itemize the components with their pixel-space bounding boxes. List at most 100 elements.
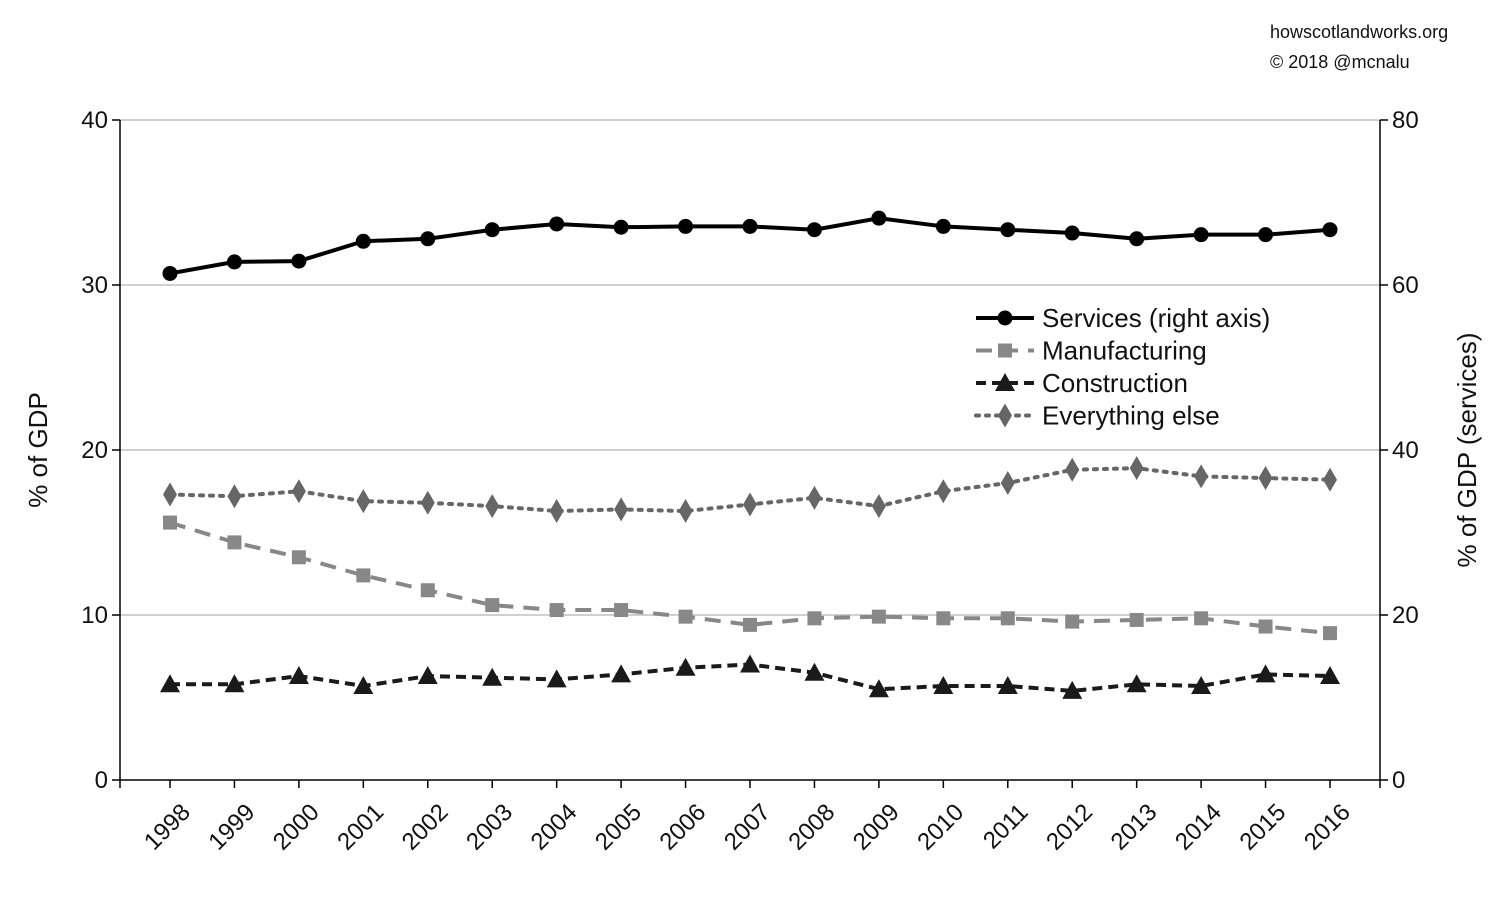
data-point [1065,457,1080,482]
data-point [291,550,306,565]
data-point [549,499,564,524]
data-point [1258,619,1273,634]
x-tick-label: 2007 [719,799,776,856]
data-point [935,218,951,234]
data-point [1194,611,1209,626]
gridlines [120,119,1380,616]
data-point [1322,222,1338,238]
data-point [227,535,242,550]
data-point [420,490,435,515]
data-point [1255,664,1276,683]
data-point [997,675,1018,694]
credit-copyright: © 2018 @mcnalu [1270,52,1410,72]
data-point [1065,614,1080,629]
data-point [160,674,180,693]
data-point [743,492,757,517]
data-point [163,515,177,530]
series-1 [163,515,1337,641]
legend-marker [998,403,1012,428]
x-tick-label: 2005 [590,799,647,856]
y-axis-title-right: % of GDP (services) [1452,332,1482,567]
data-point [1000,611,1015,626]
data-point [678,218,694,234]
data-point [163,482,177,507]
y-tick-label-right: 0 [1392,767,1405,794]
series-3 [163,456,1337,524]
data-point [1258,466,1273,491]
data-point [356,489,371,514]
y-tick-label-left: 30 [81,272,108,299]
x-tick-label: 2014 [1170,799,1227,856]
x-tick-label: 2003 [461,799,518,856]
x-tick-label: 2006 [655,799,712,856]
legend-label: Construction [1042,368,1188,398]
data-point [1126,674,1147,693]
data-point [546,669,567,688]
data-point [1258,227,1274,243]
data-point [549,216,565,232]
data-point [868,679,889,698]
x-tick-label: 2004 [526,799,583,856]
data-point [611,664,632,683]
data-point [353,675,374,694]
data-point [1062,680,1083,699]
data-point [288,666,309,685]
data-point [613,219,629,235]
data-point [678,609,693,624]
credit-site: howscotlandworks.org [1270,22,1449,42]
data-point [355,233,371,249]
data-point [807,611,822,626]
series-group [160,210,1340,699]
data-point [291,253,307,269]
legend-label: Everything else [1042,401,1220,431]
y-tick-label-right: 80 [1392,107,1419,134]
data-point [614,603,629,618]
data-point [1129,456,1144,481]
data-point [1129,231,1145,247]
y-tick-label-left: 20 [81,437,108,464]
data-point [1320,666,1340,685]
x-tick-label: 2012 [1041,799,1098,856]
data-point [1129,612,1144,627]
data-point [807,485,822,510]
data-point [484,222,500,238]
data-point [1193,227,1209,243]
data-point [614,497,629,522]
data-point [420,583,435,598]
x-tick-label: 2001 [332,799,389,856]
data-point [1323,467,1337,492]
legend-item: Construction [976,368,1188,398]
data-point [743,617,757,632]
x-tick-label: 2016 [1299,799,1356,856]
data-point [1191,675,1212,694]
legend-item: Everything else [974,401,1220,431]
legend: Services (right axis)ManufacturingConstr… [974,303,1270,431]
data-point [871,609,886,624]
data-point [675,657,696,676]
data-point [1000,471,1015,495]
data-point [417,666,438,685]
right-axis-ticks: 0 20 40 60 80 [1380,107,1419,794]
y-tick-label-right: 40 [1392,437,1419,464]
data-point [678,499,693,524]
y-tick-label-right: 60 [1392,272,1419,299]
x-tick-label: 2002 [397,799,454,856]
data-point [356,568,371,583]
data-point [482,667,503,686]
x-tick-label: 1999 [203,799,260,856]
y-tick-label-left: 40 [81,107,108,134]
legend-marker [997,310,1013,326]
x-tick-label: 2000 [268,799,325,856]
x-tick-label: 2009 [848,799,905,856]
data-point [1194,464,1209,489]
x-axis-ticks: 1998 1999 2000 2001 2002 2003 2004 2005 2006 2007… [119,780,1381,856]
data-point [226,254,242,270]
data-point [742,218,758,234]
data-point [291,479,306,504]
data-point [549,603,564,618]
series-0 [162,210,1338,281]
x-tick-label: 1998 [139,799,196,856]
x-tick-label: 2008 [783,799,840,856]
x-tick-label: 2015 [1235,799,1292,856]
